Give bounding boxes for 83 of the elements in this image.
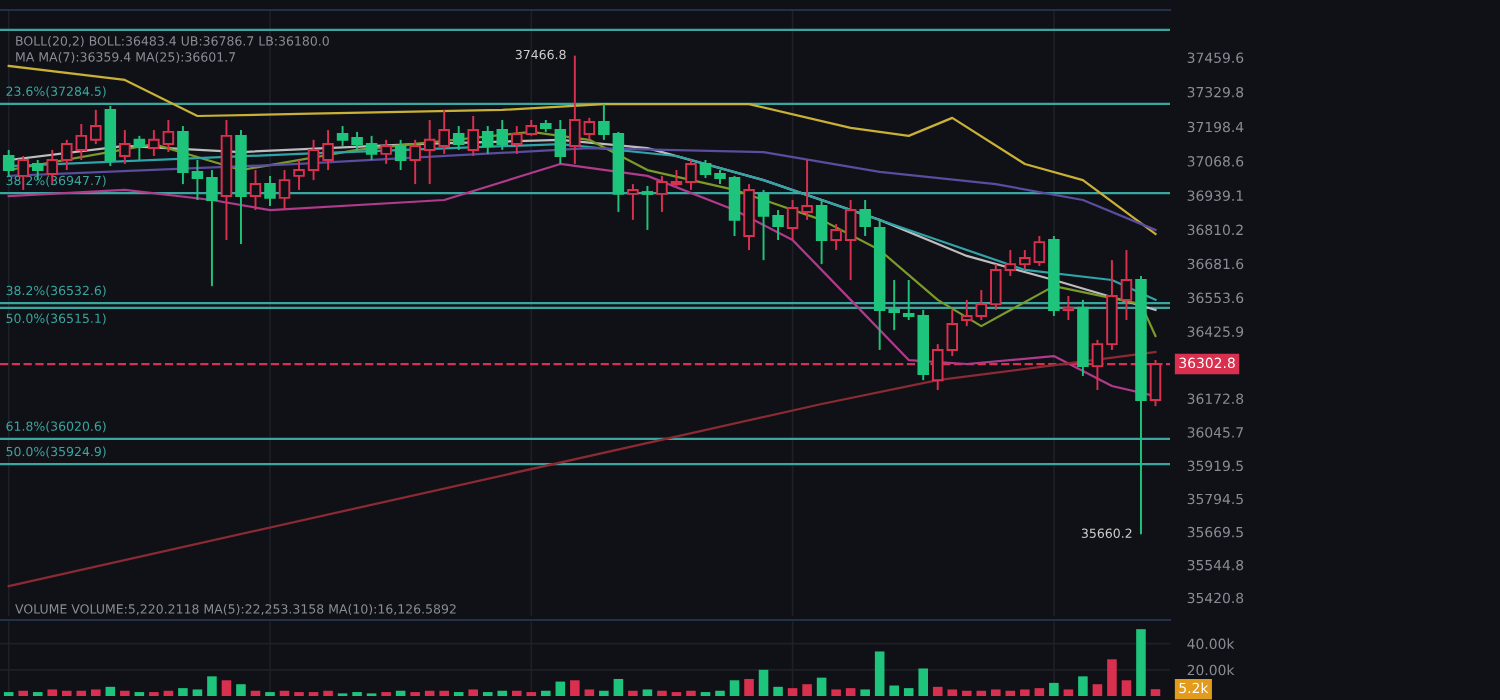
bar xyxy=(91,689,101,696)
bar xyxy=(163,690,174,696)
bar xyxy=(889,685,899,696)
candlestick xyxy=(380,138,392,165)
bar xyxy=(541,690,551,696)
bar xyxy=(511,690,522,696)
bar xyxy=(323,690,333,696)
bar xyxy=(903,688,914,696)
candlestick xyxy=(859,199,871,237)
line-series xyxy=(7,350,1157,588)
candlestick xyxy=(1062,294,1075,321)
candlestick xyxy=(2,148,15,177)
candlestick xyxy=(467,115,479,157)
bar xyxy=(874,651,885,696)
bar xyxy=(18,690,29,696)
bar xyxy=(686,690,696,696)
bar xyxy=(76,690,87,696)
bar xyxy=(845,688,856,696)
bar xyxy=(628,690,638,696)
bar xyxy=(1121,680,1132,696)
line-series xyxy=(7,64,1157,236)
bar xyxy=(1092,684,1103,696)
bar xyxy=(947,689,958,696)
candlestick xyxy=(641,184,654,231)
bar xyxy=(613,678,624,696)
bar xyxy=(424,690,435,696)
bar xyxy=(192,689,203,696)
bar xyxy=(1020,689,1030,696)
bar xyxy=(831,689,841,696)
bar xyxy=(584,689,595,696)
bar xyxy=(758,669,769,696)
bar xyxy=(47,689,58,696)
candlestick xyxy=(815,199,828,266)
bar xyxy=(468,689,479,696)
bar xyxy=(439,690,449,696)
bar xyxy=(744,678,754,696)
bar xyxy=(787,688,798,696)
bar xyxy=(221,680,232,696)
bar xyxy=(120,690,130,696)
candlestick xyxy=(264,174,276,208)
bar xyxy=(1107,659,1117,696)
candlestick xyxy=(554,119,567,165)
candlestick xyxy=(133,134,146,161)
bar xyxy=(236,684,246,696)
bar xyxy=(991,689,1001,696)
bar xyxy=(599,690,609,696)
bar xyxy=(1049,682,1059,696)
bar xyxy=(1005,690,1016,696)
bar xyxy=(207,676,217,696)
bar xyxy=(395,690,406,696)
bar xyxy=(1034,688,1045,696)
bar xyxy=(860,689,870,696)
bar xyxy=(816,677,827,696)
bar xyxy=(279,690,290,696)
bar xyxy=(178,688,188,696)
bar xyxy=(642,689,653,696)
line-series xyxy=(7,146,1157,232)
bar xyxy=(1063,689,1074,696)
bar xyxy=(1150,689,1161,696)
bar xyxy=(961,690,972,696)
bar xyxy=(555,681,566,696)
candlestick xyxy=(119,129,131,165)
bar xyxy=(61,690,72,696)
bar xyxy=(976,690,987,696)
candlestick xyxy=(452,125,465,151)
bar xyxy=(729,680,740,696)
bar xyxy=(1078,676,1088,696)
bar xyxy=(1136,629,1146,696)
candlestick xyxy=(743,183,755,252)
bar xyxy=(773,686,783,696)
bar xyxy=(250,690,261,696)
bar xyxy=(802,684,812,696)
candlestick xyxy=(249,169,262,212)
bar xyxy=(932,686,943,696)
bar xyxy=(657,690,667,696)
bar xyxy=(105,686,116,696)
candlestick xyxy=(394,138,407,172)
bar xyxy=(497,690,508,696)
bar xyxy=(570,680,580,696)
bar xyxy=(715,690,725,696)
candlestick xyxy=(627,183,639,221)
bar xyxy=(918,668,929,696)
candlestick xyxy=(278,169,291,212)
